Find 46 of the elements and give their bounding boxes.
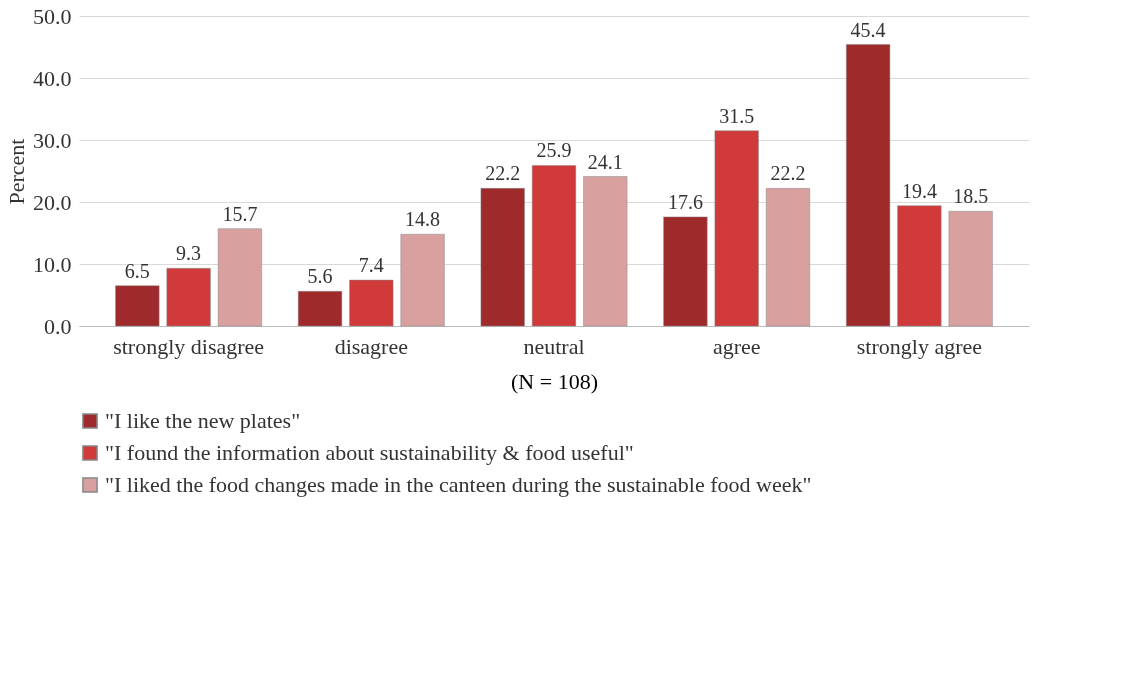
bar	[349, 279, 394, 327]
legend-label: "I liked the food changes made in the canteen during the sustainable food week"	[105, 472, 812, 497]
x-tick-label: agree	[712, 333, 761, 359]
bar	[400, 233, 445, 327]
data-label: 24.1	[587, 150, 623, 173]
bar	[115, 285, 160, 327]
data-label: 17.6	[667, 190, 703, 213]
y-axis-title: Percent	[4, 138, 29, 205]
bar	[948, 211, 993, 327]
x-tick-label: disagree	[334, 333, 408, 359]
y-tick-label: 0.0	[44, 313, 72, 339]
legend-label: "I found the information about sustainability & food useful"	[105, 440, 634, 465]
bar	[217, 228, 262, 327]
bar	[714, 130, 759, 327]
y-tick-label: 20.0	[33, 189, 72, 215]
data-label: 9.3	[176, 242, 202, 265]
bar	[480, 188, 525, 327]
data-label: 7.4	[358, 254, 384, 277]
data-label: 18.5	[953, 185, 989, 208]
data-label: 6.5	[124, 259, 150, 282]
data-label: 22.2	[770, 162, 806, 185]
bar	[583, 176, 628, 327]
data-label: 45.4	[850, 18, 886, 41]
data-label: 31.5	[719, 104, 755, 127]
data-label: 15.7	[222, 202, 258, 225]
x-tick-label: neutral	[523, 333, 585, 359]
bar	[765, 188, 811, 327]
x-axis-title: (N = 108)	[511, 368, 598, 394]
bar	[846, 44, 891, 327]
bar	[166, 268, 211, 327]
data-label: 22.2	[485, 162, 521, 185]
x-tick-label: strongly disagree	[113, 333, 265, 359]
data-label: 14.8	[405, 208, 441, 231]
data-label: 19.4	[901, 179, 937, 202]
bar	[663, 216, 708, 327]
y-tick-label: 40.0	[33, 65, 72, 91]
bar	[897, 205, 942, 327]
y-tick-label: 10.0	[33, 251, 72, 277]
y-tick-label: 30.0	[33, 127, 72, 153]
bar	[297, 291, 343, 327]
bar	[531, 165, 577, 327]
y-tick-label: 50.0	[33, 3, 72, 29]
data-label: 25.9	[536, 139, 572, 162]
legend-label: "I like the new plates"	[105, 408, 301, 433]
x-tick-label: strongly agree	[856, 333, 982, 359]
data-label: 5.6	[307, 265, 333, 288]
